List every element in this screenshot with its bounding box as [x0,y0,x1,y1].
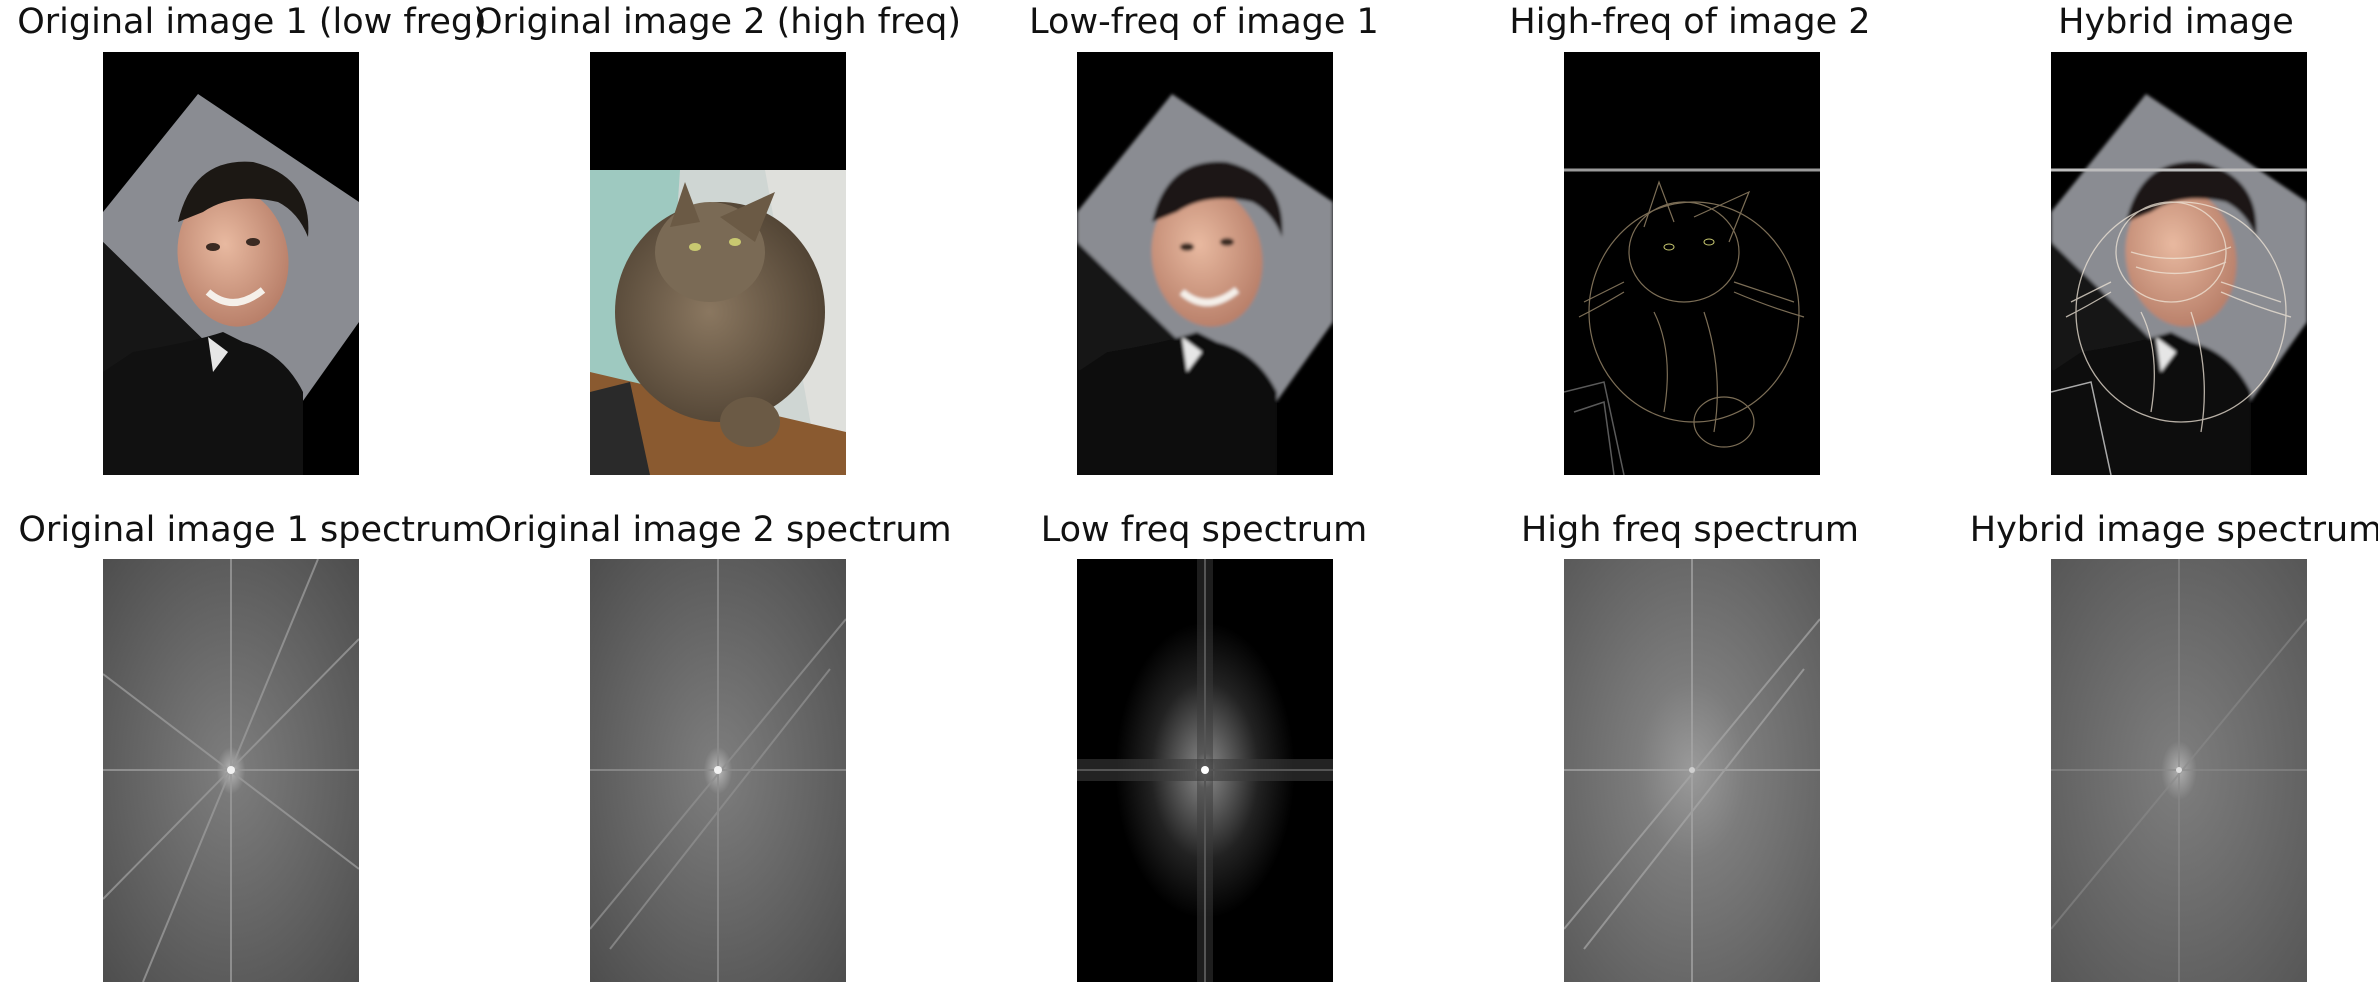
spectrum-low-freq [1077,559,1333,982]
low-freq-image-1-panel [1077,52,1333,475]
hybrid-image-panel [2051,52,2307,475]
panel-title-original-image-2: Original image 2 (high freq) [474,2,962,42]
original-image-2-spectrum-panel [590,559,846,982]
panel-title-high-freq-image-2: High-freq of image 2 [1509,2,1871,42]
original-image-2-panel [590,52,846,475]
panel-title-original-image-1-spectrum: Original image 1 spectrum [18,510,486,550]
panel-title-hybrid-image-spectrum: Hybrid image spectrum [1969,510,2378,550]
panel-title-high-freq-spectrum: High freq spectrum [1520,510,1859,550]
portrait-man-image [103,52,359,475]
portrait-man-blurred-image [1077,52,1333,475]
cat-edges-image [1564,52,1820,475]
spectrum-high-freq [1564,559,1820,982]
high-freq-image-2-panel [1564,52,1820,475]
spectrum-image-1 [103,559,359,982]
hybrid-image-spectrum-panel [2051,559,2307,982]
panel-title-low-freq-spectrum: Low freq spectrum [1040,510,1368,550]
spectrum-image-2 [590,559,846,982]
spectrum-hybrid [2051,559,2307,982]
high-freq-spectrum-panel [1564,559,1820,982]
hybrid-image [2051,52,2307,475]
panel-title-original-image-1: Original image 1 (low freg) [17,2,487,42]
original-image-1-panel [103,52,359,475]
cat-image [590,52,846,475]
original-image-1-spectrum-panel [103,559,359,982]
panel-title-hybrid-image: Hybrid image [2058,2,2294,42]
panel-title-original-image-2-spectrum: Original image 2 spectrum [484,510,952,550]
panel-title-low-freq-image-1: Low-freq of image 1 [1029,2,1379,42]
low-freq-spectrum-panel [1077,559,1333,982]
